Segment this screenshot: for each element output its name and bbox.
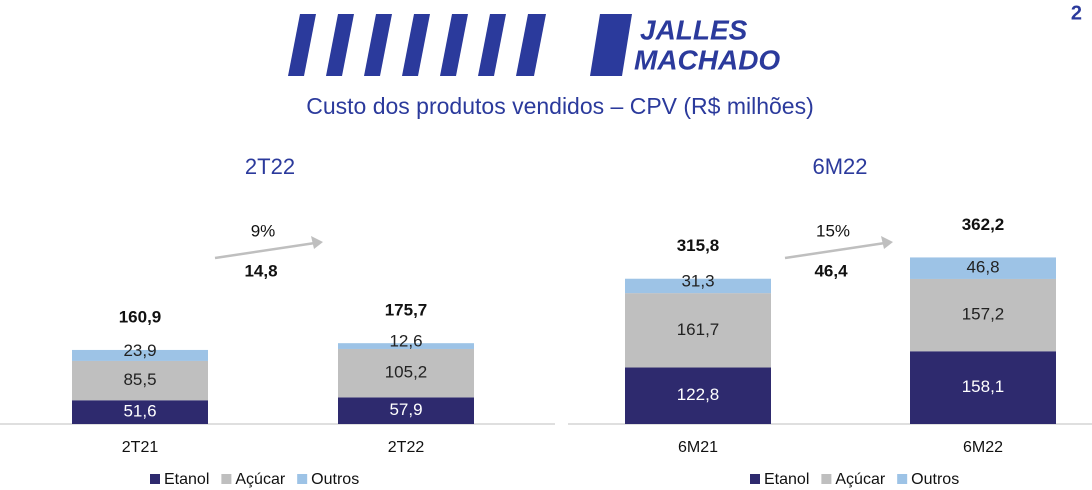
arrow-head [881,236,893,249]
bar-segment [625,367,771,424]
bar-segment [625,293,771,368]
slide-title: Custo dos produtos vendidos – CPV (R$ mi… [306,93,814,119]
value-label: 57,9 [389,400,422,419]
legend-label: Açúcar [235,471,285,488]
logo: JALLES MACHADO [288,14,780,76]
total-label: 175,7 [385,301,428,320]
x-tick-label: 2T21 [122,439,159,456]
bar-segment [72,360,208,401]
value-label: 31,3 [681,271,714,290]
total-label: 160,9 [119,307,162,326]
value-label: 161,7 [677,320,720,339]
legend-swatch [821,474,832,484]
growth-arrow [784,241,886,260]
growth-label: 9% [251,221,276,240]
value-label: 157,2 [962,305,1005,324]
arrow-head [311,236,323,249]
legend-swatch [297,474,308,484]
difference-label: 14,8 [244,261,277,280]
total-label: 315,8 [677,236,720,255]
x-tick-label: 6M22 [963,439,1003,456]
x-tick-label: 6M21 [678,439,718,456]
bar-segment [910,351,1056,424]
difference-label: 46,4 [814,261,848,280]
value-label: 46,8 [966,258,999,277]
legend-swatch [897,474,908,484]
growth-arrow [214,241,316,260]
value-label: 23,9 [123,341,156,360]
bar-segment [72,349,208,361]
legend-label: Etanol [164,471,209,488]
chart-title: 2T22 [245,154,295,179]
logo-text: JALLES [640,14,748,45]
value-label: 12,6 [389,332,422,351]
total-label: 362,2 [962,215,1005,234]
legend-swatch [750,474,760,484]
bar-segment [910,257,1056,279]
page-number: 2 [1071,2,1082,24]
value-label: 105,2 [385,363,428,382]
bar-segment [625,278,771,294]
x-tick-label: 2T22 [388,439,425,456]
bar-segment [72,400,208,424]
chart-title: 6M22 [812,154,867,179]
value-label: 158,1 [962,377,1005,396]
legend-label: Etanol [764,471,809,488]
value-label: 85,5 [123,370,156,389]
legend-label: Outros [911,471,959,488]
bar-segment [338,397,474,424]
bar-segment [338,348,474,398]
bar-segment [910,278,1056,352]
bar-segment [338,343,474,349]
growth-label: 15% [816,221,850,240]
value-label: 51,6 [123,402,156,421]
value-label: 122,8 [677,385,720,404]
legend-label: Açúcar [835,471,885,488]
logo-text: MACHADO [634,44,780,75]
legend-label: Outros [311,471,359,488]
legend-swatch [150,474,160,484]
legend-swatch [221,474,232,484]
